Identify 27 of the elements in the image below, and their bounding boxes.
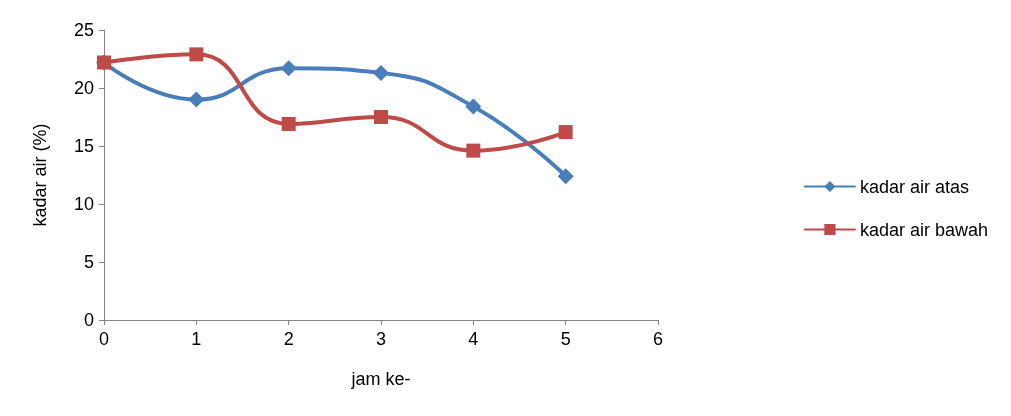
x-tick-label: 2	[283, 329, 294, 349]
legend-label: kadar air bawah	[859, 219, 988, 240]
x-axis-title: jam ke-	[350, 369, 411, 389]
point	[189, 47, 204, 62]
point	[465, 98, 482, 115]
point	[281, 116, 296, 131]
y-axis-title: kadar air (%)	[30, 123, 50, 227]
point	[557, 168, 574, 185]
y-tick-label: 10	[73, 194, 94, 214]
point	[374, 110, 388, 124]
point	[188, 91, 205, 108]
point	[373, 64, 389, 81]
x-tick-label: 6	[652, 329, 664, 349]
legend-label: kadar air atas	[859, 176, 969, 197]
y-tick-label: 0	[83, 310, 94, 330]
x-tick-label: 0	[98, 329, 110, 349]
x-tick-label: 1	[191, 329, 202, 349]
x-tick-label: 5	[560, 329, 571, 349]
y-tick-label: 15	[73, 136, 94, 156]
y-tick-label: 25	[73, 20, 94, 40]
y-tick-label: 5	[83, 252, 94, 272]
point	[280, 60, 297, 77]
point	[558, 125, 573, 140]
point	[466, 143, 481, 158]
y-tick-label: 20	[73, 78, 94, 98]
x-tick-label: 3	[375, 329, 387, 349]
x-tick-label: 4	[468, 329, 479, 349]
